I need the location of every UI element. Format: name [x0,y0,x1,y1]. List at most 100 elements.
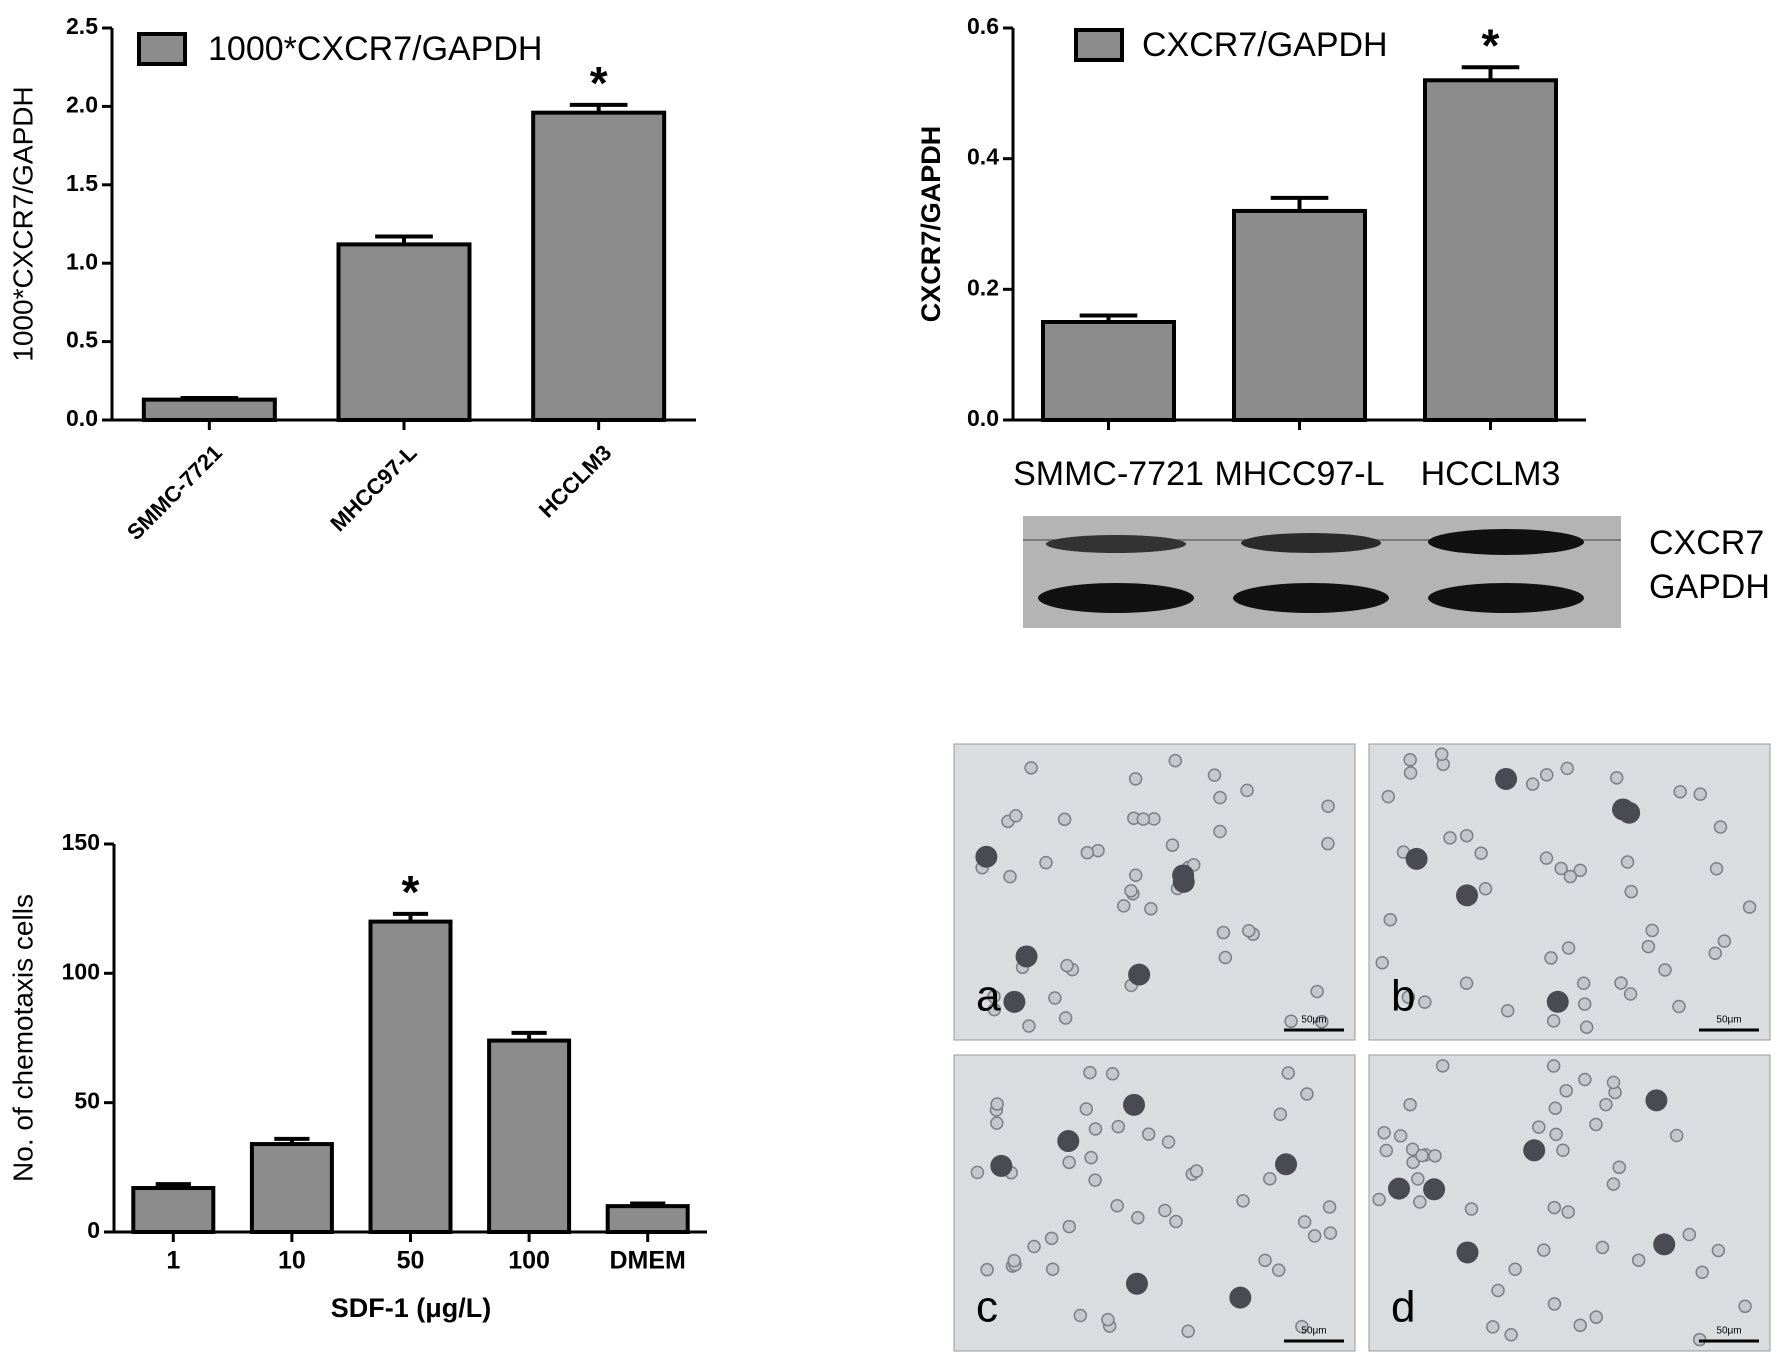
x-tick-label: HCCLM3 [1421,455,1561,493]
cell [1322,1200,1337,1214]
cell [1263,1171,1277,1186]
cell [1088,1173,1102,1187]
cell [1207,768,1222,782]
cell [1709,861,1724,876]
cell [1561,1205,1575,1219]
cell [990,1097,1004,1111]
cell [1273,1107,1288,1121]
bar [368,919,453,1234]
x-tick-label: 10 [278,1247,306,1275]
y-axis-label: CXCR7/GAPDH [916,126,946,323]
stained-cell [1546,990,1569,1013]
stained-cell [1423,1178,1446,1201]
y-tick-label: 150 [62,829,100,855]
cell [1547,1297,1562,1311]
y-axis-label: 1000*CXCR7/GAPDH [7,86,38,361]
cell [1579,1020,1594,1034]
cell [1559,1083,1573,1098]
cell [970,1165,985,1180]
cell [1546,1059,1561,1073]
x-tick-label: MHCC97-L [325,440,421,536]
cell [1242,923,1256,938]
cell [1058,1011,1073,1025]
cell [1039,855,1053,870]
cell [1062,1155,1076,1170]
cell [1128,868,1143,883]
y-tick-label: 0.0 [66,405,98,431]
stained-cell [1405,847,1428,870]
cell [1609,771,1624,785]
stained-cell [1653,1233,1676,1256]
cell [990,1116,1004,1130]
x-tick-label: DMEM [610,1247,686,1275]
cell [1403,766,1418,780]
cell [1079,1102,1094,1116]
cell [1539,768,1554,782]
cell [1189,1164,1204,1178]
cell [1418,995,1432,1009]
cell [1323,1226,1338,1240]
cell [1213,824,1227,839]
cell [1405,1142,1420,1157]
error-bar [569,102,628,113]
cell [1589,1117,1603,1132]
cell [1504,1328,1518,1342]
cell [1111,1119,1126,1134]
cell [1672,999,1686,1014]
cell [1321,799,1335,813]
cell [1606,1177,1621,1191]
cell [1658,963,1672,977]
legend-label: CXCR7/GAPDH [1142,26,1388,64]
cell [1554,861,1568,876]
cell [1556,1143,1570,1158]
cell [1045,1262,1060,1276]
cell [1641,939,1656,954]
x-tick-label: 50 [397,1247,425,1275]
error-bar [1461,65,1520,81]
cell [1560,761,1574,776]
bar [1423,78,1558,423]
bar [141,397,277,422]
error-bar [1270,195,1329,211]
x-tick-label: SMMC-7721 [1013,455,1204,493]
stained-cell [1388,1177,1411,1200]
cell [1083,1065,1097,1080]
bar [131,1186,216,1234]
significance-mark: * [1482,19,1500,71]
stained-cell [1645,1089,1668,1112]
cell [1415,1148,1429,1163]
cell [1310,984,1324,999]
cell [1240,783,1254,798]
micrograph [1368,1054,1771,1352]
cell [1144,902,1158,916]
cell [1136,812,1151,826]
stained-cell [1128,963,1151,986]
scale-label: 50μm [1301,1015,1326,1026]
error-bar [630,1201,666,1207]
cell [1546,1014,1561,1028]
bar [249,1142,334,1235]
cell [1413,1195,1427,1209]
stained-cell [1456,884,1479,907]
bar [336,242,472,422]
cell [1742,900,1757,914]
cell [1717,934,1732,948]
x-tick-label: MHCC97-L [1214,455,1384,493]
cell [1281,1066,1296,1080]
cell [1060,958,1074,973]
stained-cell [975,845,998,868]
error-bar [375,234,433,245]
cell [1563,869,1578,884]
significance-mark: * [590,57,608,109]
cell [1623,987,1638,1001]
blot-label: GAPDH [1649,568,1770,606]
x-axis-label: SDF-1 (μg/L) [331,1293,492,1323]
stained-cell [1618,801,1641,824]
panel-label: c [976,1283,998,1332]
cell [1141,1127,1156,1141]
cell [1297,1215,1312,1229]
cell [1027,1239,1041,1254]
blot-label: CXCR7 [1649,524,1764,562]
y-tick-label: 100 [62,958,100,984]
